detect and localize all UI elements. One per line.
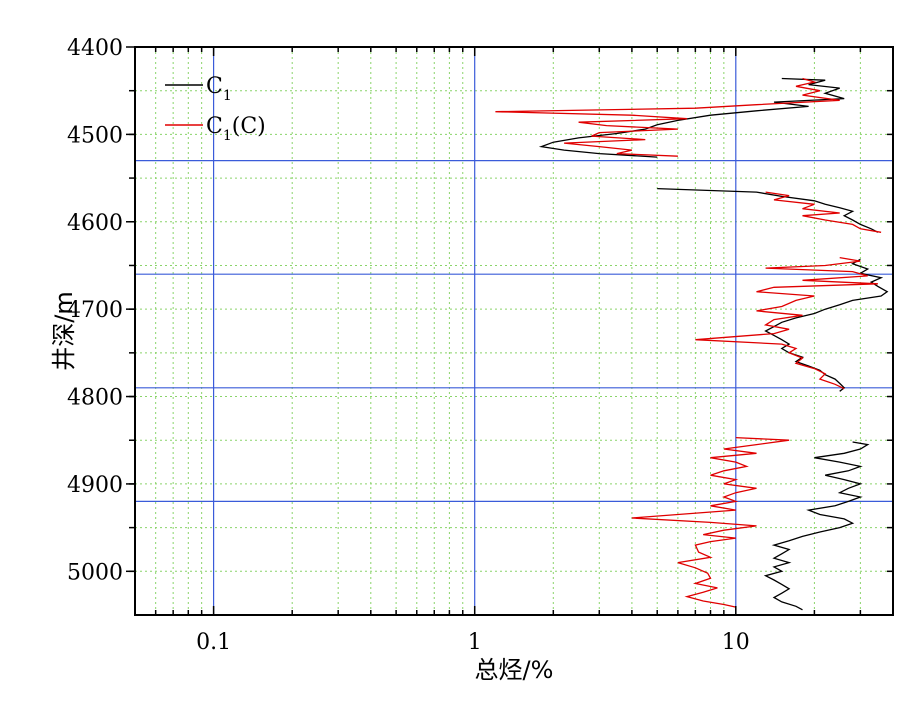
tick-layer [126, 46, 893, 615]
legend: C1 C1(C) [165, 74, 266, 144]
x-tick-label: 10 [722, 630, 750, 655]
x-tick-label: 0.1 [196, 630, 231, 655]
y-tick-label: 4800 [67, 386, 123, 411]
series-layer [495, 77, 889, 611]
legend-label: C1(C) [206, 114, 266, 144]
series-line-c1 [763, 441, 870, 611]
plot-frame [134, 46, 894, 616]
legend-label: C1 [206, 74, 232, 104]
series-line-c1c [695, 256, 878, 390]
series-line-c1 [657, 187, 879, 233]
y-tick-label: 4400 [67, 36, 123, 61]
series-line-c1 [538, 77, 845, 158]
y-tick-label: 5000 [67, 560, 123, 585]
grid-layer [135, 47, 893, 615]
y-tick-label: 4500 [67, 123, 123, 148]
y-axis-title: 井深/m [50, 291, 78, 370]
series-line-c1c [765, 191, 882, 233]
series-line-c1c [631, 436, 790, 608]
y-tick-label: 4700 [67, 298, 123, 323]
x-tick-label: 1 [468, 630, 482, 655]
series-line-c1c [495, 77, 840, 157]
y-tick-label: 4900 [67, 473, 123, 498]
label-layer: 4400 4500 4600 4700 4800 4900 5000 0.1 1 10 [67, 36, 750, 655]
y-tick-label: 4600 [67, 211, 123, 236]
x-axis-title: 总烃/% [475, 656, 554, 684]
